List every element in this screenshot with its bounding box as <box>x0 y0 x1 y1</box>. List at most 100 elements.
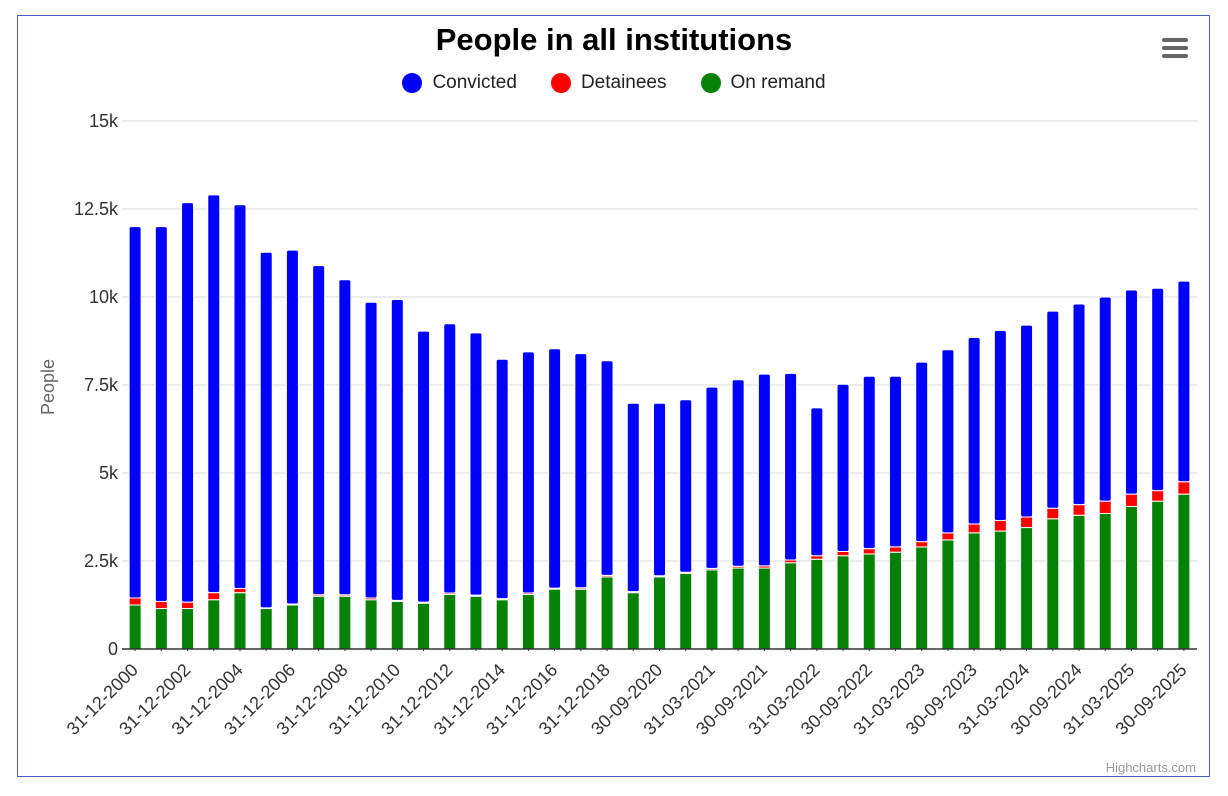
bar-convicted[interactable] <box>259 251 273 609</box>
bar-detainees[interactable] <box>915 541 929 548</box>
bar-convicted[interactable] <box>1124 289 1138 495</box>
bar-convicted[interactable] <box>417 330 431 603</box>
bar-convicted[interactable] <box>574 353 588 589</box>
bar-on-remand[interactable] <box>312 595 326 650</box>
bar-convicted[interactable] <box>495 358 509 600</box>
bar-detainees[interactable] <box>836 550 850 557</box>
bar-on-remand[interactable] <box>836 555 850 650</box>
bar-on-remand[interactable] <box>679 572 693 650</box>
bar-detainees[interactable] <box>1046 507 1060 520</box>
bar-on-remand[interactable] <box>495 599 509 650</box>
legend-item-convicted[interactable]: Convicted <box>402 72 517 94</box>
bar-detainees[interactable] <box>181 601 195 610</box>
bar-detainees[interactable] <box>1072 504 1086 516</box>
bar-on-remand[interactable] <box>574 588 588 650</box>
bar-on-remand[interactable] <box>128 604 142 650</box>
bar-convicted[interactable] <box>731 379 745 567</box>
bar-convicted[interactable] <box>967 336 981 525</box>
bar-on-remand[interactable] <box>705 569 719 650</box>
bar-convicted[interactable] <box>1046 310 1060 509</box>
bar-convicted[interactable] <box>521 351 535 594</box>
bar-on-remand[interactable] <box>941 539 955 650</box>
hamburger-menu-icon[interactable] <box>1160 38 1190 64</box>
bar-convicted[interactable] <box>915 361 929 543</box>
bar-convicted[interactable] <box>1151 287 1165 492</box>
bar-detainees[interactable] <box>941 532 955 541</box>
bar-convicted[interactable] <box>154 226 168 602</box>
bar-convicted[interactable] <box>836 383 850 552</box>
bar-detainees[interactable] <box>1151 490 1165 502</box>
bar-convicted[interactable] <box>207 194 221 594</box>
highcharts-credit-link[interactable]: Highcharts.com <box>1105 760 1196 775</box>
bar-on-remand[interactable] <box>757 567 771 650</box>
bar-convicted[interactable] <box>338 279 352 596</box>
bar-convicted[interactable] <box>679 399 693 573</box>
bar-on-remand[interactable] <box>364 599 378 650</box>
bar-on-remand[interactable] <box>207 599 221 650</box>
bar-on-remand[interactable] <box>1098 512 1112 650</box>
bar-convicted[interactable] <box>469 332 483 596</box>
bar-on-remand[interactable] <box>521 593 535 650</box>
bar-convicted[interactable] <box>888 375 902 548</box>
bar-convicted[interactable] <box>1072 303 1086 506</box>
legend-item-detainees[interactable]: Detainees <box>550 72 667 94</box>
bar-convicted[interactable] <box>600 360 614 576</box>
bar-on-remand[interactable] <box>888 551 902 650</box>
bar-on-remand[interactable] <box>181 608 195 650</box>
bar-convicted[interactable] <box>626 402 640 593</box>
bar-convicted[interactable] <box>390 298 404 601</box>
bar-on-remand[interactable] <box>417 602 431 650</box>
bar-convicted[interactable] <box>1177 280 1191 483</box>
bar-on-remand[interactable] <box>784 562 798 650</box>
bar-on-remand[interactable] <box>862 553 876 650</box>
bar-convicted[interactable] <box>548 348 562 589</box>
bar-on-remand[interactable] <box>993 530 1007 650</box>
bar-convicted[interactable] <box>784 372 798 561</box>
bar-detainees[interactable] <box>1124 493 1138 507</box>
bar-detainees[interactable] <box>1020 516 1034 529</box>
bar-on-remand[interactable] <box>338 595 352 650</box>
bar-detainees[interactable] <box>233 587 247 594</box>
bar-convicted[interactable] <box>128 226 142 599</box>
bar-on-remand[interactable] <box>915 546 929 650</box>
bar-on-remand[interactable] <box>967 532 981 650</box>
bar-on-remand[interactable] <box>653 576 666 650</box>
bar-on-remand[interactable] <box>233 592 247 650</box>
bar-convicted[interactable] <box>653 402 666 577</box>
bar-detainees[interactable] <box>1098 500 1112 514</box>
bar-convicted[interactable] <box>233 204 247 589</box>
bar-on-remand[interactable] <box>1177 493 1191 650</box>
bar-detainees[interactable] <box>154 600 168 610</box>
bar-on-remand[interactable] <box>1020 527 1034 650</box>
bar-on-remand[interactable] <box>469 595 483 650</box>
bar-convicted[interactable] <box>1020 324 1034 518</box>
bar-on-remand[interactable] <box>259 608 273 650</box>
bar-on-remand[interactable] <box>1046 518 1060 650</box>
bar-convicted[interactable] <box>862 375 876 550</box>
bar-detainees[interactable] <box>967 523 981 534</box>
bar-detainees[interactable] <box>128 597 142 606</box>
bar-on-remand[interactable] <box>810 558 824 650</box>
bar-convicted[interactable] <box>757 373 771 567</box>
bar-detainees[interactable] <box>1177 481 1191 495</box>
bar-convicted[interactable] <box>443 323 457 594</box>
bar-on-remand[interactable] <box>731 567 745 650</box>
bar-convicted[interactable] <box>810 407 824 557</box>
bar-on-remand[interactable] <box>1072 514 1086 650</box>
bar-on-remand[interactable] <box>1151 500 1165 650</box>
legend-item-on-remand[interactable]: On remand <box>700 72 826 94</box>
bar-on-remand[interactable] <box>154 608 168 650</box>
bar-detainees[interactable] <box>888 546 902 553</box>
bar-convicted[interactable] <box>1098 296 1112 502</box>
bar-convicted[interactable] <box>181 202 195 603</box>
bar-detainees[interactable] <box>207 592 221 601</box>
bar-convicted[interactable] <box>364 301 378 599</box>
bar-on-remand[interactable] <box>443 593 457 650</box>
bar-on-remand[interactable] <box>1124 505 1138 650</box>
bar-on-remand[interactable] <box>626 592 640 650</box>
bar-detainees[interactable] <box>862 548 876 555</box>
bar-on-remand[interactable] <box>390 600 404 650</box>
bar-on-remand[interactable] <box>548 588 562 650</box>
bar-convicted[interactable] <box>941 349 955 534</box>
bar-convicted[interactable] <box>312 265 326 596</box>
